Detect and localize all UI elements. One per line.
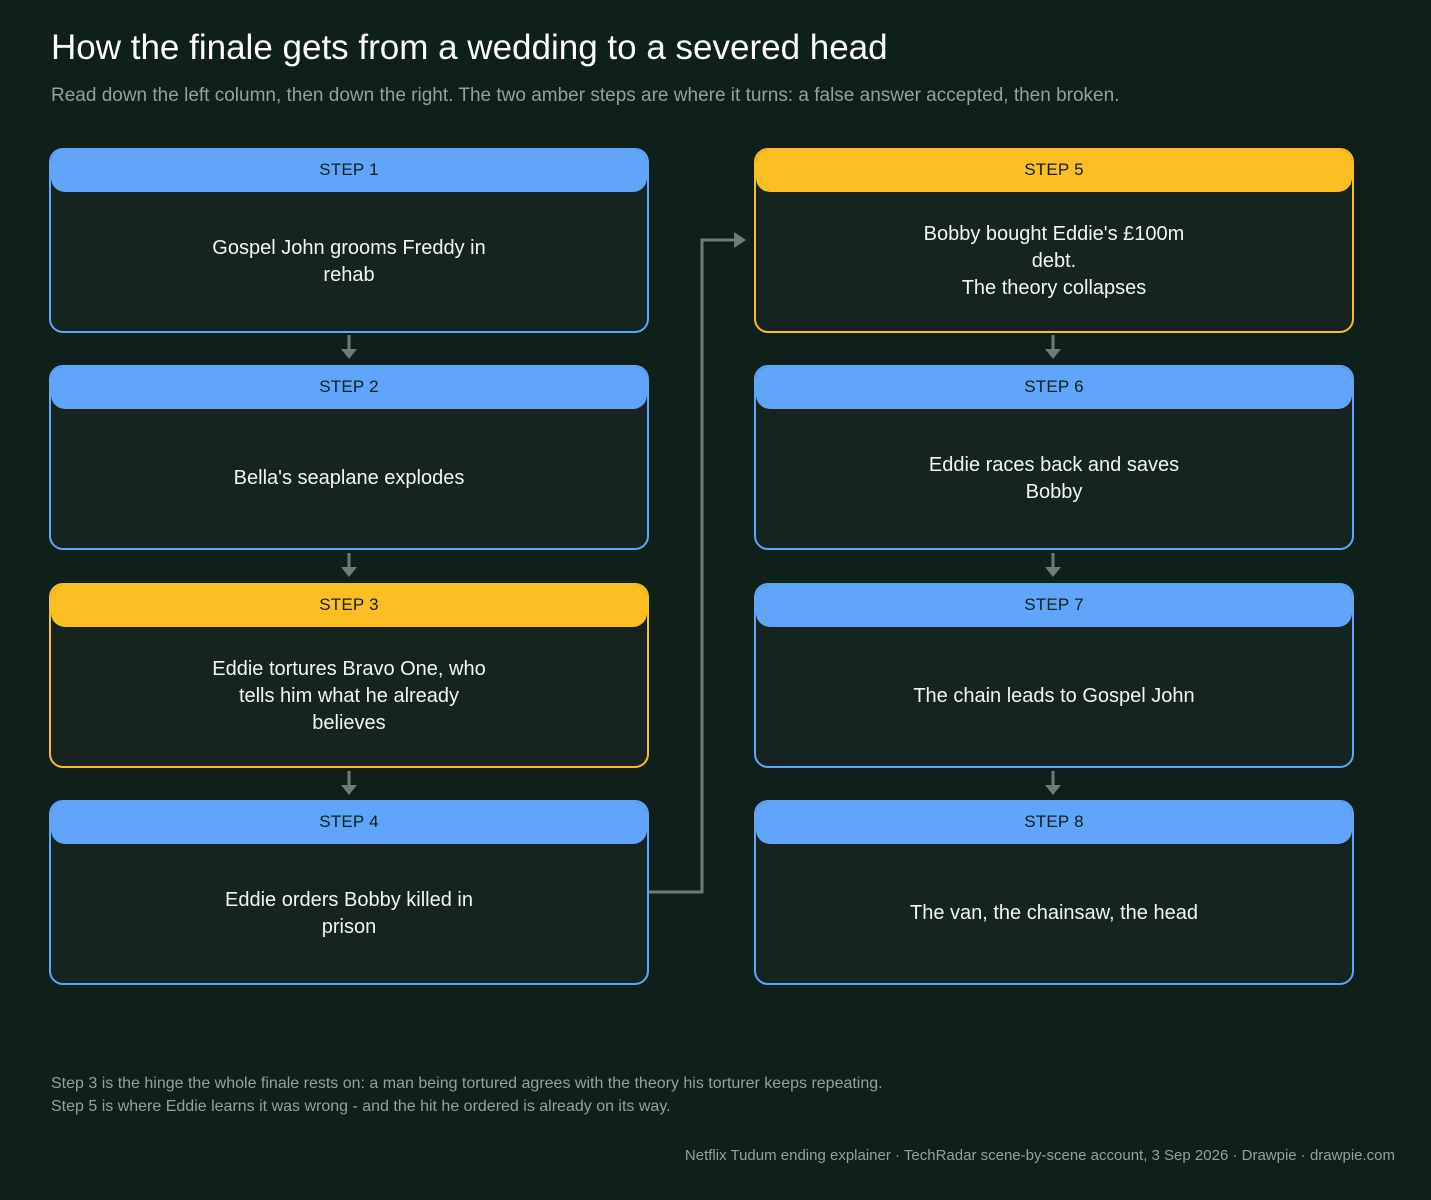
step-description: Bobby bought Eddie's £100m debt. The the… [756,192,1352,331]
step-description: Eddie races back and saves Bobby [756,409,1352,548]
step-text-line: Eddie orders Bobby killed in [225,888,473,911]
step-text-line: Bobby bought Eddie's £100m debt. [923,223,1185,272]
step-description: The van, the chainsaw, the head [756,844,1352,983]
step-card-2: STEP 2 Bella's seaplane explodes [49,365,649,550]
footnote-step-5: Step 5 is where Eddie learns it was wron… [51,1098,671,1115]
step-card-6: STEP 6 Eddie races back and saves Bobby [754,365,1354,550]
page-subtitle: Read down the left column, then down the… [51,85,1120,106]
step-text-line: Eddie races back and saves Bobby [928,453,1180,503]
step-card-5: STEP 5 Bobby bought Eddie's £100m debt. … [754,148,1354,333]
step-description: Eddie orders Bobby killed in prison [51,844,647,983]
down-arrow-5-6 [1045,335,1061,359]
step-text-line: prison [321,915,377,938]
step-card-3: STEP 3 Eddie tortures Bravo One, who tel… [49,583,649,768]
step-description: Gospel John grooms Freddy in rehab [51,192,647,331]
step-text-line: The chain leads to Gospel John [913,685,1195,707]
footnote-step-3: Step 3 is the hinge the whole finale res… [51,1075,883,1092]
step-text-line: tells him what he already believes [238,685,460,734]
step-number: STEP 6 [756,367,1352,409]
step-card-1: STEP 1 Gospel John grooms Freddy in reha… [49,148,649,333]
step-number: STEP 1 [51,150,647,192]
step-number: STEP 8 [756,802,1352,844]
down-arrow-2-3 [341,553,357,577]
step-text-line: The theory collapses [961,277,1147,299]
step-card-7: STEP 7 The chain leads to Gospel John [754,583,1354,768]
step-card-8: STEP 8 The van, the chainsaw, the head [754,800,1354,985]
step-description: Eddie tortures Bravo One, who tells him … [51,627,647,766]
step-text-line: Bella's seaplane explodes [233,467,465,489]
step-number: STEP 4 [51,802,647,844]
step-number: STEP 7 [756,585,1352,627]
step-description: Bella's seaplane explodes [51,409,647,548]
page-title: How the finale gets from a wedding to a … [51,28,888,67]
step-text-line: The van, the chainsaw, the head [910,902,1198,924]
step-text-line: Gospel John grooms Freddy in rehab [212,236,486,286]
down-arrow-7-8 [1045,771,1061,795]
column-crossover-arrow-4-5 [649,232,746,894]
step-card-4: STEP 4 Eddie orders Bobby killed in pris… [49,800,649,985]
down-arrow-3-4 [341,771,357,795]
step-description: The chain leads to Gospel John [756,627,1352,766]
down-arrow-6-7 [1045,553,1061,577]
down-arrow-1-2 [341,335,357,359]
step-text-line: Eddie tortures Bravo One, who [212,658,486,680]
step-number: STEP 5 [756,150,1352,192]
step-number: STEP 2 [51,367,647,409]
source-credits: Netflix Tudum ending explainer · TechRad… [684,1147,1395,1164]
step-number: STEP 3 [51,585,647,627]
